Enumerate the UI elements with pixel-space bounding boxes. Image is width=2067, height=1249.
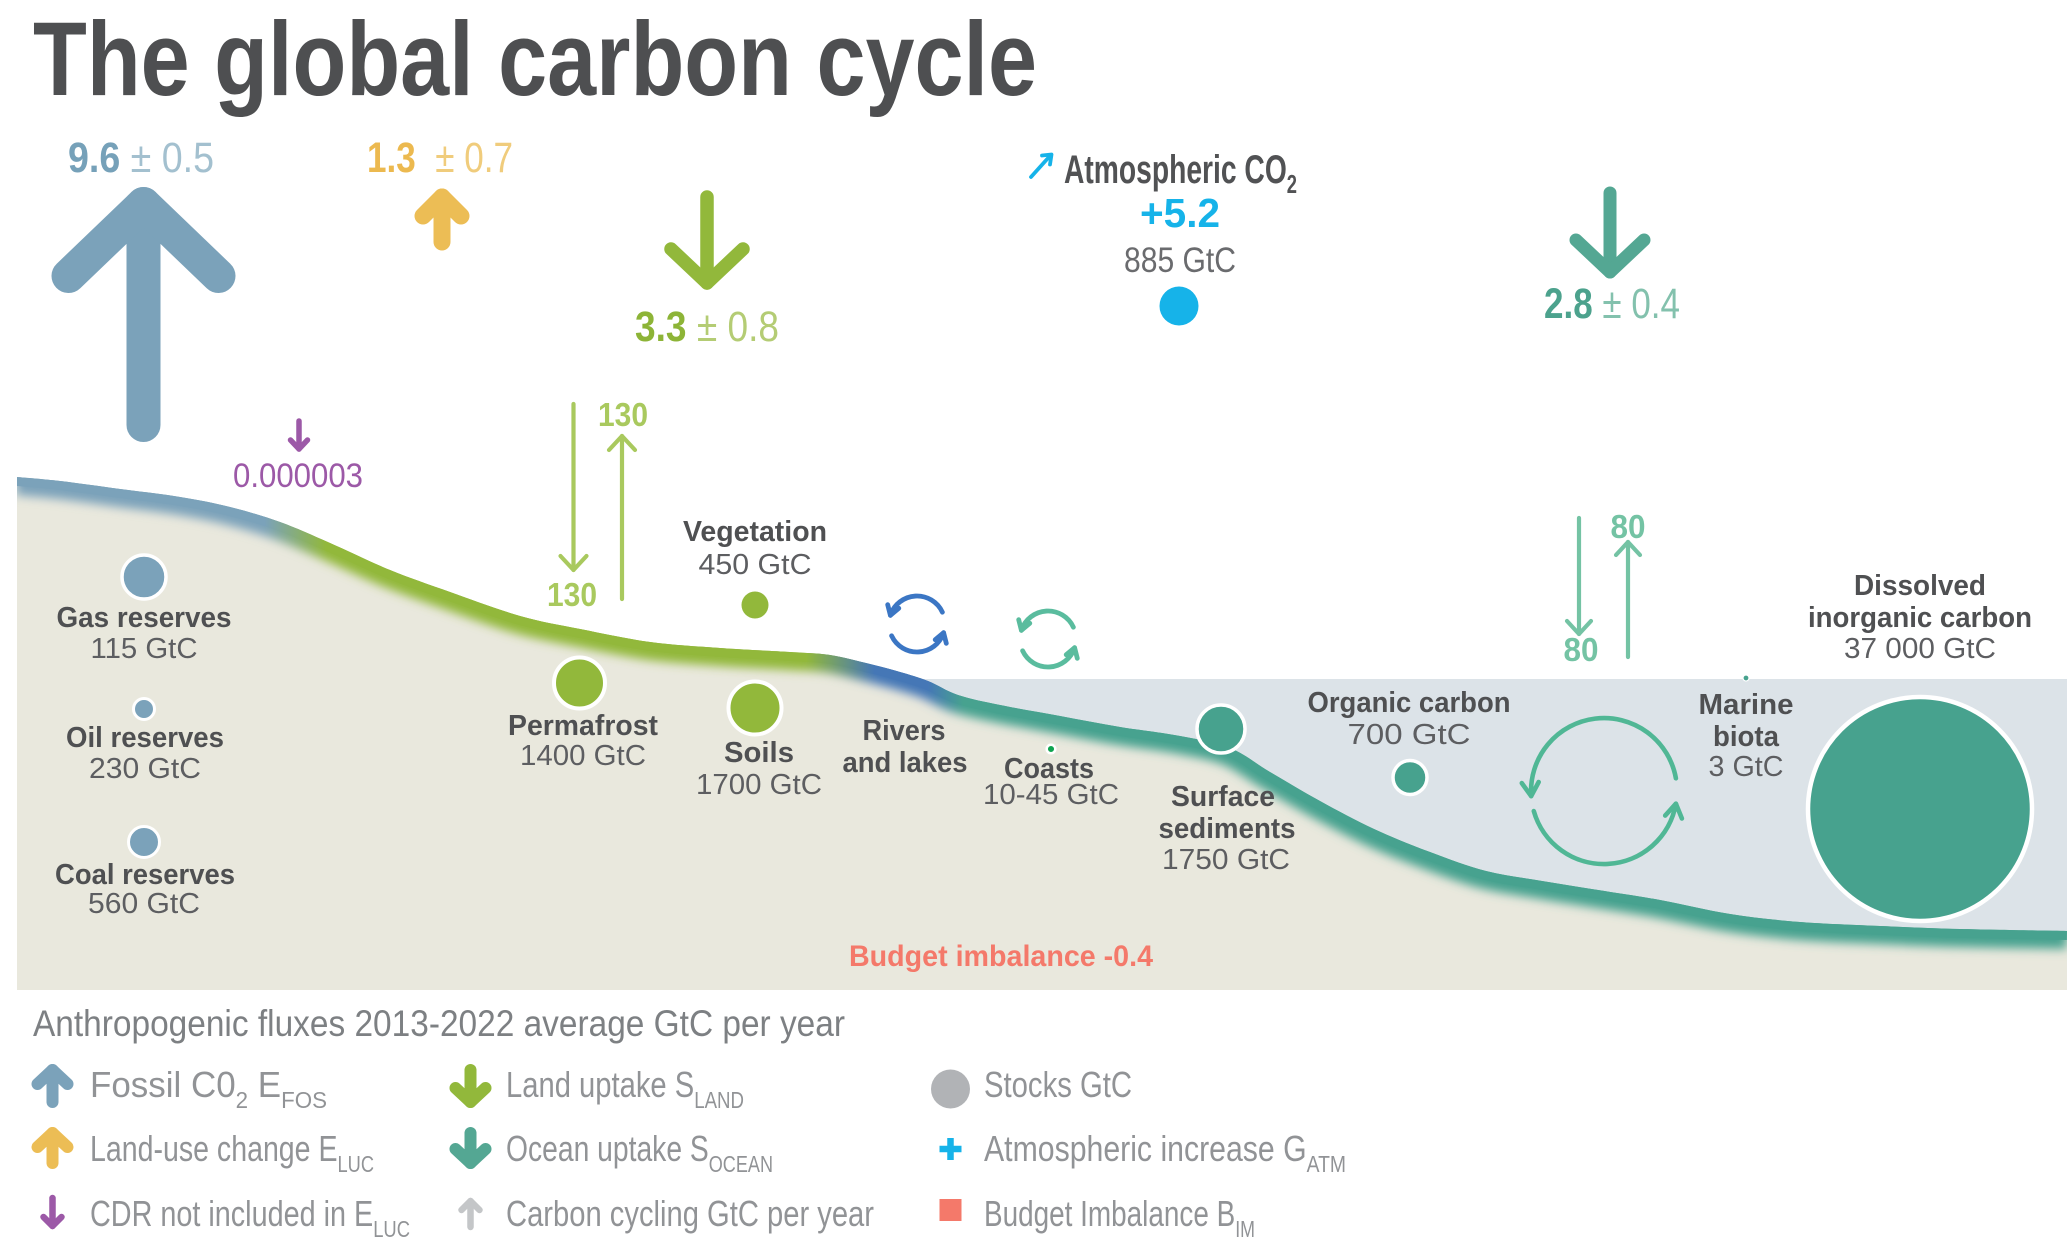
svg-text:Budget imbalance -0.4: Budget imbalance -0.4 bbox=[849, 940, 1153, 973]
svg-text:230 GtC: 230 GtC bbox=[89, 753, 201, 785]
svg-text:The global carbon cycle: The global carbon cycle bbox=[33, 1, 1037, 118]
svg-text:Fossil C02 EFOS: Fossil C02 EFOS bbox=[90, 1064, 327, 1113]
svg-text:10-45 GtC: 10-45 GtC bbox=[983, 779, 1119, 811]
svg-text:450 GtC: 450 GtC bbox=[699, 549, 812, 581]
svg-text:Vegetation: Vegetation bbox=[683, 516, 827, 548]
svg-text:Carbon cycling GtC per year: Carbon cycling GtC per year bbox=[506, 1193, 874, 1234]
svg-text:0.000003: 0.000003 bbox=[233, 457, 363, 495]
svg-text:700 GtC: 700 GtC bbox=[1348, 719, 1471, 751]
svg-text:80: 80 bbox=[1564, 631, 1599, 668]
svg-text:Budget Imbalance BIM: Budget Imbalance BIM bbox=[984, 1193, 1255, 1242]
svg-text:Coasts: Coasts bbox=[1004, 753, 1094, 785]
svg-text:130: 130 bbox=[547, 576, 597, 613]
svg-text:sediments: sediments bbox=[1159, 813, 1296, 845]
svg-text:Coal reserves: Coal reserves bbox=[55, 859, 235, 891]
svg-text:Rivers: Rivers bbox=[863, 715, 946, 747]
svg-text:9.6 ± 0.5: 9.6 ± 0.5 bbox=[68, 134, 214, 182]
svg-text:inorganic carbon: inorganic carbon bbox=[1808, 602, 2032, 634]
svg-text:CDR not included in ELUC: CDR not included in ELUC bbox=[90, 1193, 410, 1242]
svg-text:130: 130 bbox=[598, 396, 648, 433]
svg-text:Gas reserves: Gas reserves bbox=[57, 602, 232, 634]
svg-text:Soils: Soils bbox=[724, 737, 794, 769]
svg-text:and lakes: and lakes bbox=[843, 747, 968, 779]
svg-text:Oil reserves: Oil reserves bbox=[66, 722, 224, 754]
svg-text:Stocks GtC: Stocks GtC bbox=[984, 1064, 1132, 1105]
svg-text:80: 80 bbox=[1611, 508, 1646, 545]
svg-text:Land-use change ELUC: Land-use change ELUC bbox=[90, 1128, 374, 1177]
svg-text:1750 GtC: 1750 GtC bbox=[1162, 844, 1290, 876]
svg-text:2.8 ± 0.4: 2.8 ± 0.4 bbox=[1544, 280, 1680, 328]
svg-text:885 GtC: 885 GtC bbox=[1124, 241, 1236, 280]
svg-text:Organic carbon: Organic carbon bbox=[1308, 687, 1511, 719]
svg-text:Atmospheric CO2: Atmospheric CO2 bbox=[1064, 148, 1297, 199]
svg-text:115 GtC: 115 GtC bbox=[91, 633, 198, 665]
svg-text:Dissolved: Dissolved bbox=[1854, 570, 1986, 602]
svg-text:Permafrost: Permafrost bbox=[508, 710, 658, 742]
svg-text:Marine: Marine bbox=[1699, 689, 1794, 721]
svg-text:Anthropogenic fluxes 2013-2022: Anthropogenic fluxes 2013-2022 average G… bbox=[33, 1003, 845, 1044]
svg-text:Surface: Surface bbox=[1171, 781, 1275, 813]
svg-text:560 GtC: 560 GtC bbox=[88, 888, 200, 920]
svg-text:3 GtC: 3 GtC bbox=[1709, 751, 1784, 783]
svg-text:3.3 ± 0.8: 3.3 ± 0.8 bbox=[635, 303, 779, 351]
svg-text:biota: biota bbox=[1713, 721, 1780, 753]
svg-text:+5.2: +5.2 bbox=[1140, 190, 1220, 236]
svg-text:1.3 ± 0.7: 1.3 ± 0.7 bbox=[367, 134, 513, 182]
svg-text:1400 GtC: 1400 GtC bbox=[520, 740, 646, 772]
svg-text:Atmospheric increase GATM: Atmospheric increase GATM bbox=[984, 1128, 1346, 1177]
svg-text:37 000 GtC: 37 000 GtC bbox=[1844, 633, 1996, 665]
svg-text:1700 GtC: 1700 GtC bbox=[696, 769, 822, 801]
